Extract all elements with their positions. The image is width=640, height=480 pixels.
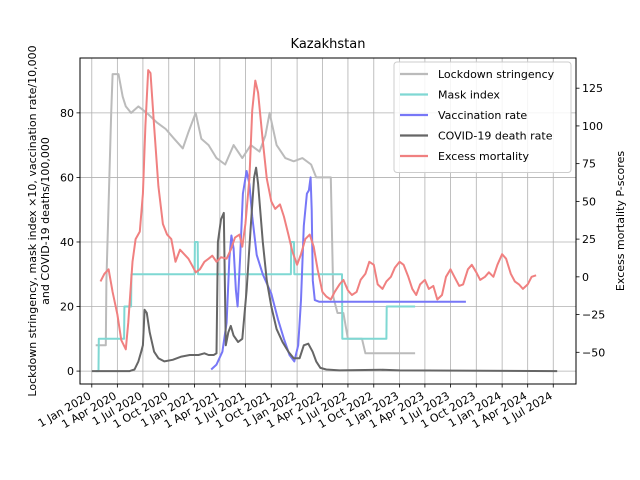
right-axis: −50 −25 0 25 50 75 100 125 (576, 82, 605, 359)
series-line-excess-mortality (99, 69, 537, 351)
y-tick-label-right: 50 (582, 195, 596, 208)
legend-label: COVID-19 death rate (438, 130, 553, 143)
legend-label: Lockdown stringency (438, 68, 555, 81)
y-tick-label-left: 80 (60, 107, 74, 120)
y-tick-label-left: 20 (60, 301, 74, 314)
chart-title: Kazakhstan (291, 37, 366, 52)
series-lines (91, 69, 558, 373)
y-tick-label-right: 75 (582, 158, 596, 171)
legend-box (393, 61, 572, 173)
series-line-lockdown-stringency (95, 73, 416, 355)
grid (80, 58, 576, 384)
left-axis: 0 20 40 60 80 (60, 107, 80, 378)
legend-label: Excess mortality (438, 150, 529, 163)
legend-label: Vaccination rate (438, 109, 527, 122)
y-tick-label-right: 100 (582, 120, 603, 133)
y-tick-label-left: 0 (67, 365, 74, 378)
y-axis-label-left-line: Lockdown stringency, mask index ×10, vac… (26, 45, 39, 396)
y-tick-label-right: 125 (582, 82, 603, 95)
y-axis-label-right: Excess mortality P-scores (614, 151, 627, 291)
y-tick-label-left: 60 (60, 171, 74, 184)
legend-label: Mask index (438, 89, 500, 102)
y-tick-label-right: 25 (582, 233, 596, 246)
y-tick-label-left: 40 (60, 236, 74, 249)
series-line-mask-index (95, 241, 416, 373)
y-axis-label-left: Lockdown stringency, mask index ×10, vac… (26, 45, 52, 396)
plot-frame (79, 57, 577, 385)
y-axis-label-left-line: and COVID-19 deaths/100,000 (39, 137, 52, 305)
y-tick-label-right: −25 (582, 309, 605, 322)
y-tick-label-right: −50 (582, 346, 605, 359)
y-tick-label-right: 0 (582, 271, 589, 284)
series-line-covid-19-death-rate (91, 166, 558, 373)
legend: Lockdown stringency Mask index Vaccination… (393, 61, 572, 173)
series-line-vaccination-rate (210, 170, 466, 371)
